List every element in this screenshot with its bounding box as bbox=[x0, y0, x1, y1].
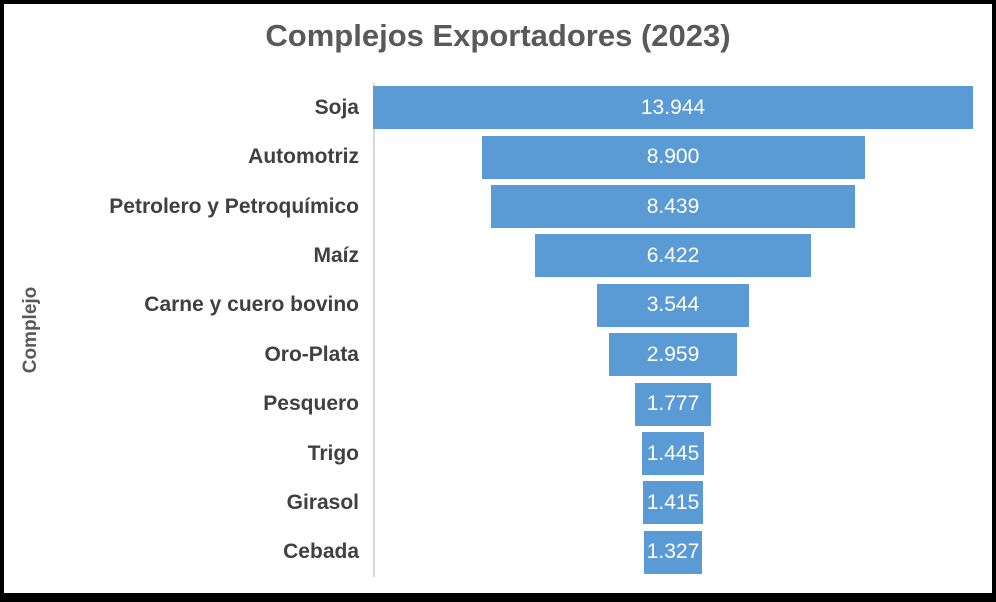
funnel-row: Automotriz 8.900 bbox=[4, 132, 992, 181]
category-axis-line bbox=[373, 83, 375, 577]
value-label: 8.439 bbox=[646, 194, 700, 218]
funnel-row: Soja 13.944 bbox=[4, 83, 992, 132]
funnel-row: Trigo 1.445 bbox=[4, 429, 992, 478]
category-label: Oro-Plata bbox=[264, 342, 359, 366]
funnel-row: Oro-Plata 2.959 bbox=[4, 330, 992, 379]
category-label: Carne y cuero bovino bbox=[144, 293, 359, 317]
category-label: Automotriz bbox=[248, 145, 359, 169]
category-label: Trigo bbox=[307, 441, 359, 465]
plot-area: Complejo Soja 13.944 Automotriz 8.900 Petrol… bbox=[4, 83, 992, 577]
bar-area: 1.445 bbox=[373, 429, 973, 478]
funnel-bar: 13.944 bbox=[373, 86, 973, 130]
funnel-row: Petrolero y Petroquímico 8.439 bbox=[4, 182, 992, 231]
bar-area: 2.959 bbox=[373, 330, 973, 379]
bar-area: 8.439 bbox=[373, 182, 973, 231]
category-label: Girasol bbox=[286, 490, 359, 514]
value-label: 13.944 bbox=[640, 95, 706, 119]
funnel-row: Pesquero 1.777 bbox=[4, 379, 992, 428]
value-label: 2.959 bbox=[646, 342, 700, 366]
value-label: 8.900 bbox=[646, 145, 700, 169]
funnel-bar: 1.445 bbox=[641, 432, 705, 476]
funnel-row: Maíz 6.422 bbox=[4, 231, 992, 280]
funnel-bar: 6.422 bbox=[534, 234, 812, 278]
bar-area: 13.944 bbox=[373, 83, 973, 132]
value-label: 1.777 bbox=[646, 392, 700, 416]
category-label: Petrolero y Petroquímico bbox=[109, 194, 359, 218]
funnel-bar: 1.777 bbox=[634, 382, 712, 426]
funnel-bar: 3.544 bbox=[596, 283, 750, 327]
value-label: 1.415 bbox=[646, 490, 700, 514]
funnel-bar: 1.415 bbox=[642, 481, 704, 525]
bar-area: 6.422 bbox=[373, 231, 973, 280]
funnel-row: Carne y cuero bovino 3.544 bbox=[4, 281, 992, 330]
value-label: 3.544 bbox=[646, 293, 700, 317]
category-label: Soja bbox=[314, 95, 359, 119]
value-label: 1.327 bbox=[646, 540, 700, 564]
bar-area: 1.777 bbox=[373, 379, 973, 428]
bar-area: 1.327 bbox=[373, 528, 973, 577]
value-label: 1.445 bbox=[646, 441, 700, 465]
bar-area: 3.544 bbox=[373, 281, 973, 330]
funnel-bar: 1.327 bbox=[644, 530, 702, 574]
category-label: Pesquero bbox=[263, 392, 359, 416]
bar-area: 1.415 bbox=[373, 478, 973, 527]
funnel-rows: Soja 13.944 Automotriz 8.900 Petrolero y Pet… bbox=[4, 83, 992, 577]
category-label: Maíz bbox=[313, 243, 359, 267]
funnel-bar: 8.900 bbox=[481, 135, 865, 179]
funnel-row: Cebada 1.327 bbox=[4, 528, 992, 577]
chart-title: Complejos Exportadores (2023) bbox=[265, 18, 731, 53]
category-label: Cebada bbox=[283, 540, 359, 564]
funnel-bar: 2.959 bbox=[609, 333, 737, 377]
value-label: 6.422 bbox=[646, 243, 700, 267]
funnel-row: Girasol 1.415 bbox=[4, 478, 992, 527]
bar-area: 8.900 bbox=[373, 132, 973, 181]
funnel-bar: 8.439 bbox=[491, 185, 855, 229]
